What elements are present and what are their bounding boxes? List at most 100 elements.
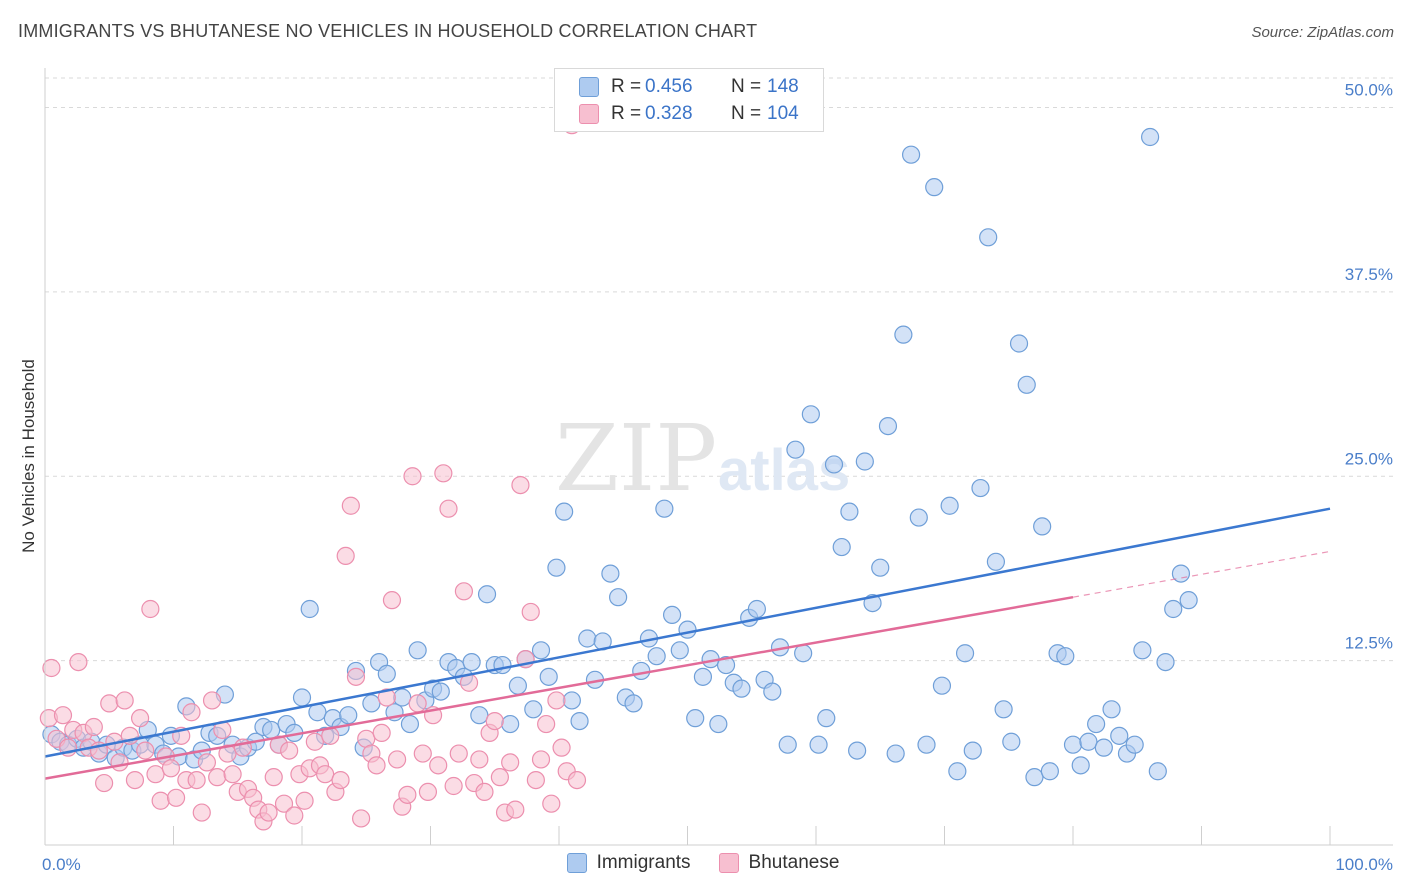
point-bhutanese <box>146 765 165 784</box>
point-immigrants <box>1040 762 1059 781</box>
point-immigrants <box>531 641 551 660</box>
point-immigrants <box>1102 700 1121 719</box>
point-bhutanese <box>547 691 566 710</box>
point-bhutanese <box>367 756 386 775</box>
point-bhutanese <box>151 791 170 810</box>
point-bhutanese <box>285 806 304 825</box>
point-immigrants <box>994 700 1013 719</box>
point-bhutanese <box>110 753 129 772</box>
point-bhutanese <box>377 688 396 707</box>
point-immigrants <box>1071 756 1090 775</box>
point-bhutanese <box>100 694 119 713</box>
point-immigrants <box>955 644 975 663</box>
bottom-legend-label-bhutanese: Bhutanese <box>748 852 840 873</box>
point-immigrants <box>709 714 728 734</box>
point-bhutanese <box>192 803 211 822</box>
point-bhutanese <box>69 652 88 672</box>
point-immigrants <box>1087 714 1106 734</box>
point-bhutanese <box>444 776 463 796</box>
point-immigrants <box>1009 334 1029 353</box>
legend-r-label: R = <box>611 76 642 97</box>
legend-swatch-bhutanese <box>579 104 599 124</box>
trend-line-immigrants <box>44 507 1331 758</box>
scatter-points <box>39 116 1198 831</box>
point-immigrants <box>901 145 921 164</box>
point-immigrants <box>431 682 450 701</box>
point-bhutanese <box>141 599 160 619</box>
point-bhutanese <box>84 717 103 737</box>
point-bhutanese <box>449 744 468 763</box>
point-immigrants <box>1017 375 1036 394</box>
bottom-legend-immigrants: Immigrants <box>566 852 691 874</box>
point-immigrants <box>925 178 944 197</box>
point-immigrants <box>1094 738 1113 757</box>
point-bhutanese <box>264 768 283 787</box>
bottom-legend-swatch-bhutanese <box>718 853 739 873</box>
point-bhutanese <box>305 732 324 751</box>
point-immigrants <box>300 599 319 619</box>
legend-r-value: 0.456 <box>645 76 693 97</box>
legend-n-value: 104 <box>767 103 799 124</box>
chart-source: Source: ZipAtlas.com <box>1251 24 1394 41</box>
point-immigrants <box>1056 647 1075 666</box>
point-immigrants <box>647 647 666 666</box>
bottom-legend-label-immigrants: Immigrants <box>596 852 691 873</box>
point-immigrants <box>824 455 844 474</box>
point-immigrants <box>963 741 982 760</box>
point-immigrants <box>855 452 874 471</box>
point-immigrants <box>832 537 851 557</box>
point-immigrants <box>1025 768 1044 787</box>
point-bhutanese <box>125 770 145 790</box>
point-bhutanese <box>259 803 278 822</box>
point-bhutanese <box>475 782 494 802</box>
point-immigrants <box>393 688 412 707</box>
point-immigrants <box>555 502 574 521</box>
point-immigrants <box>917 735 936 754</box>
point-immigrants <box>339 706 358 725</box>
y-tick-label: 37.5% <box>1345 265 1393 284</box>
point-bhutanese <box>382 591 402 610</box>
point-bhutanese <box>418 782 438 802</box>
point-immigrants <box>801 405 820 424</box>
point-immigrants <box>786 440 805 459</box>
point-immigrants <box>932 676 952 695</box>
point-bhutanese <box>166 788 186 807</box>
point-immigrants <box>940 496 959 515</box>
point-immigrants <box>1079 732 1098 751</box>
point-immigrants <box>1171 564 1191 583</box>
point-immigrants <box>508 676 527 695</box>
point-bhutanese <box>202 691 222 710</box>
point-bhutanese <box>182 703 201 722</box>
x-tick-label: 100.0% <box>1335 855 1393 874</box>
x-tick-label: 0.0% <box>42 855 81 874</box>
point-immigrants <box>794 644 813 663</box>
legend: R = 0.456 N = 148 R = 0.328 N = 104 <box>554 68 824 132</box>
point-bhutanese <box>403 467 422 486</box>
y-tick-label: 25.0% <box>1345 449 1393 468</box>
point-bhutanese <box>336 546 355 566</box>
point-immigrants <box>570 711 589 731</box>
point-bhutanese <box>115 691 134 710</box>
watermark-zip: ZIP <box>555 405 717 512</box>
point-immigrants <box>632 661 651 681</box>
point-immigrants <box>1140 127 1160 147</box>
point-immigrants <box>377 664 396 684</box>
point-bhutanese <box>485 711 504 731</box>
point-bhutanese <box>316 765 335 784</box>
point-bhutanese <box>521 602 540 622</box>
point-bhutanese <box>408 694 427 713</box>
point-bhutanese <box>274 794 294 813</box>
point-immigrants <box>778 735 797 754</box>
point-bhutanese <box>223 765 242 784</box>
point-immigrants <box>878 417 898 436</box>
point-immigrants <box>462 652 481 672</box>
point-bhutanese <box>531 750 551 769</box>
point-bhutanese <box>341 496 360 515</box>
point-immigrants <box>493 655 512 675</box>
point-immigrants <box>400 714 420 734</box>
point-bhutanese <box>526 770 545 790</box>
point-bhutanese <box>187 770 206 790</box>
point-bhutanese <box>53 706 73 725</box>
point-bhutanese <box>398 785 417 804</box>
